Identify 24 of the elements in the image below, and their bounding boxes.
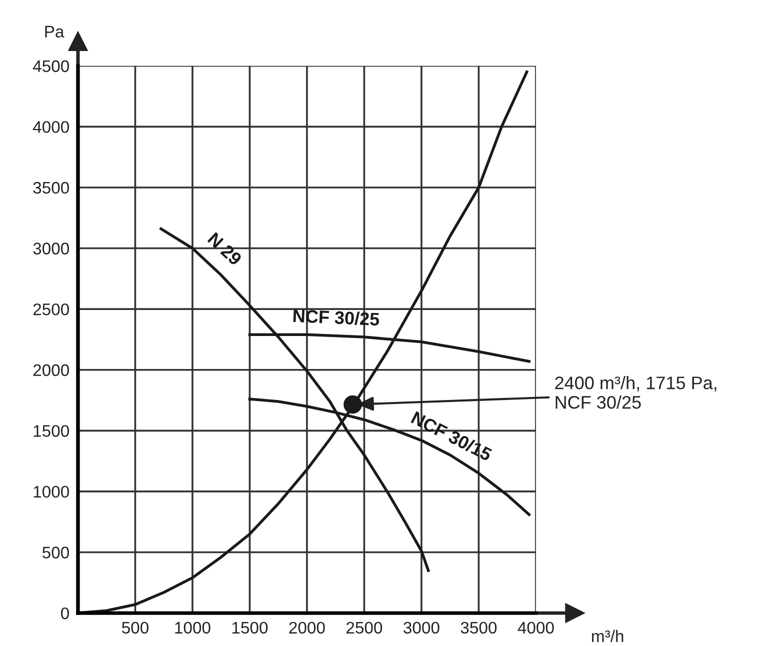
x-tick-label: 1000 — [175, 622, 210, 634]
x-tick-label: 3500 — [460, 622, 497, 634]
x-tick-label: 1500 — [232, 622, 268, 634]
y-axis-title: Pa — [45, 26, 64, 38]
y-tick-label: 2000 — [33, 364, 69, 376]
y-tick-label: 0 — [61, 607, 69, 620]
y-tick-label: 1000 — [34, 486, 69, 498]
y-tick-label: 3000 — [33, 242, 69, 254]
y-tick-label: 2500 — [33, 303, 69, 316]
y-tick-label: 1500 — [34, 425, 69, 437]
x-tick-label: 2000 — [289, 622, 325, 634]
x-tick-label: 3000 — [404, 622, 440, 634]
x-tick-label: 500 — [122, 622, 148, 634]
y-tick-label: 4000 — [32, 121, 69, 133]
series-label: NCF 30/25 — [293, 308, 380, 326]
x-tick-label: 4000 — [518, 622, 554, 634]
annotation: 2400 m³/h, 1715 Pa, NCF 30/25 — [555, 376, 716, 409]
x-axis-title: m³/h — [592, 630, 624, 642]
text: NCF 30/15 — [410, 410, 493, 462]
text: N 29 — [207, 232, 242, 266]
y-tick-label: 4500 — [32, 60, 69, 72]
x-tick-label: 2500 — [346, 622, 382, 634]
y-tick-label: 500 — [42, 546, 69, 558]
y-tick-label: 3500 — [33, 182, 69, 194]
